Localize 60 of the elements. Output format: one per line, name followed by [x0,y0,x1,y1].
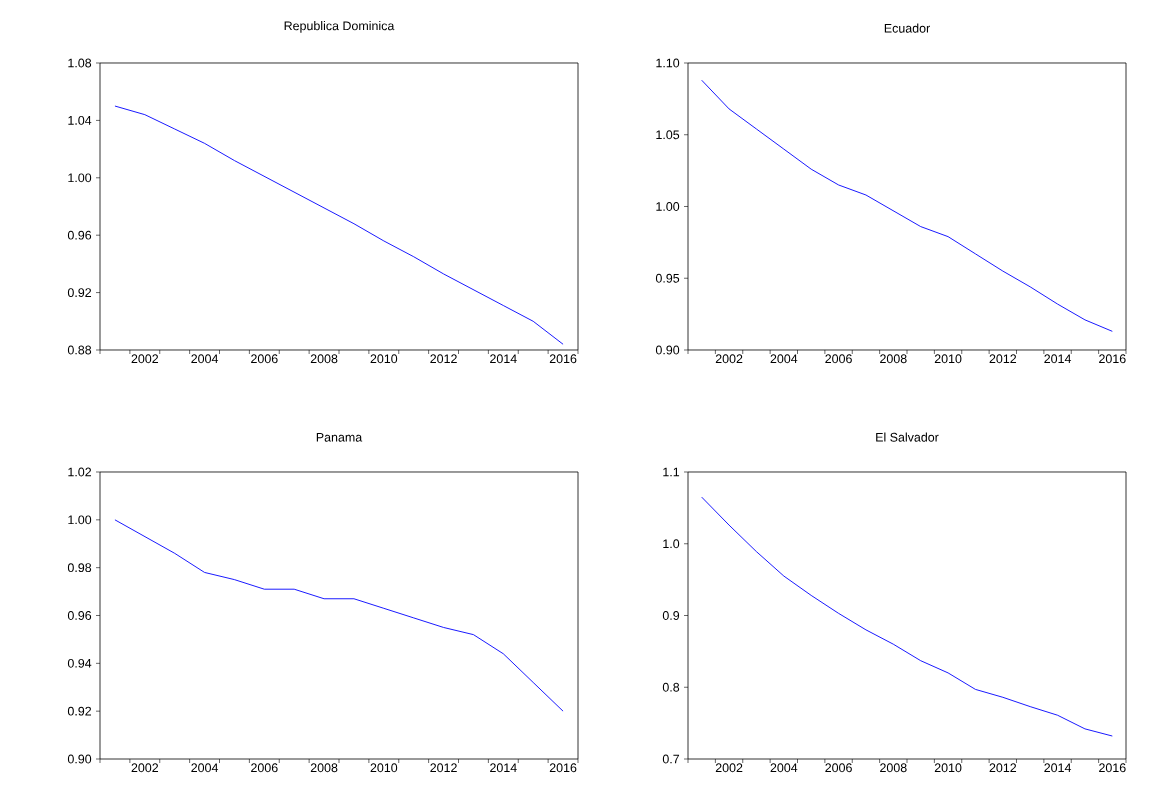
x-tick-label: 2016 [549,354,577,364]
x-tick-label: 2002 [715,763,743,773]
y-tick-label: 0.7 [662,754,680,764]
x-tick-label: 2010 [934,354,962,364]
x-tick-label: 2016 [1099,763,1126,773]
chart-title: Republica Dominica [284,21,395,33]
x-tick-label: 2012 [989,354,1017,364]
x-tick-label: 2012 [430,354,457,364]
x-tick-label: 2004 [770,763,798,773]
x-tick-label: 2008 [310,354,338,364]
line-series [701,496,1113,737]
x-tick-label: 2014 [1044,354,1072,364]
chart-title: El Salvador [876,432,939,442]
y-tick-label: 0.90 [655,345,680,355]
y-tick-label: 1.10 [656,58,680,68]
y-tick-label: 1.00 [656,202,680,211]
x-tick-label: 2008 [880,763,907,773]
y-tick-label: 0.98 [67,563,92,573]
x-tick-label: 2006 [251,354,278,364]
y-tick-label: 1.04 [68,115,92,125]
x-tick-label: 2002 [131,763,159,773]
x-tick-label: 2014 [1044,763,1072,773]
y-tick-label: 0.94 [67,658,92,668]
y-tick-label: 1.00 [68,515,92,525]
x-tick-label: 2014 [490,763,517,773]
x-tick-label: 2010 [370,354,398,364]
y-tick-label: 1.08 [68,58,92,68]
y-tick-label: 1.05 [656,130,680,140]
x-tick-label: 2006 [251,763,278,773]
x-tick-label: 2008 [880,354,907,364]
x-tick-label: 2012 [430,763,457,773]
x-tick-label: 2006 [825,354,852,364]
y-tick-label: 0.96 [67,230,92,240]
chart-title: Panama [316,432,363,442]
x-tick-label: 2004 [770,354,798,364]
y-tick-label: 0.88 [67,345,92,355]
y-tick-label: 0.95 [655,273,680,283]
x-tick-label: 2002 [131,354,159,364]
x-tick-label: 2004 [191,354,219,364]
y-tick-label: 0.92 [67,706,92,716]
y-tick-label: 1.1 [663,467,680,477]
x-tick-label: 2010 [370,763,398,773]
x-tick-label: 2010 [934,763,962,773]
y-tick-label: 1.0 [663,539,680,549]
y-tick-label: 1.00 [68,173,92,183]
chart-title: Ecuador [884,23,930,33]
x-tick-label: 2014 [490,354,517,364]
y-tick-label: 0.90 [67,754,92,764]
y-tick-label: 1.02 [68,467,92,477]
x-tick-label: 2004 [191,763,219,773]
x-tick-label: 2016 [549,763,577,773]
x-tick-label: 2012 [989,763,1017,773]
y-tick-label: 0.9 [662,611,680,620]
x-tick-label: 2016 [1099,354,1126,364]
x-tick-label: 2008 [310,763,338,773]
y-tick-label: 0.96 [67,611,92,620]
y-tick-label: 0.8 [662,682,680,692]
x-tick-label: 2006 [825,763,852,773]
y-tick-label: 0.92 [67,288,92,298]
x-tick-label: 2002 [715,354,743,364]
